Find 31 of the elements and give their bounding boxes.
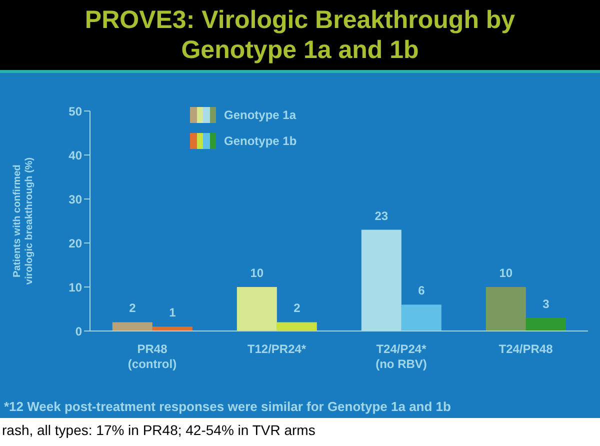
bar: [152, 326, 192, 331]
data-label: 3: [542, 296, 550, 311]
y-axis-title: Patients with confirmed virologic breakthrough (%): [12, 157, 35, 285]
data-label: 10: [499, 266, 513, 280]
bar: [526, 318, 566, 331]
data-label: 2: [294, 301, 301, 316]
y-tick-label: 10: [68, 280, 82, 294]
bar: [486, 287, 526, 331]
x-tick-label: T24/PR48: [498, 342, 554, 356]
data-label: 23: [374, 208, 388, 223]
y-tick-label: 30: [68, 192, 82, 206]
legend-label: Genotype 1a: [224, 108, 296, 122]
bar: [401, 304, 442, 331]
legend-label: Genotype 1b: [224, 134, 297, 148]
data-label: 1: [169, 306, 176, 320]
data-label: 2: [129, 301, 136, 316]
bar: [236, 287, 277, 331]
bar: [276, 322, 317, 331]
y-tick-label: 0: [75, 324, 82, 338]
chart-title: PROVE3: Virologic Breakthrough by Genotype 1a and 1b: [84, 5, 516, 65]
text: *12 Week post-treatment responses were similar for Genotype 1a and 1b: [4, 399, 451, 414]
x-tick-label: T24/P24* (no RBV): [376, 342, 427, 371]
x-tick-label: T12/PR24*: [247, 342, 306, 356]
y-tick-label: 50: [68, 104, 82, 118]
y-tick-label: 20: [68, 236, 82, 250]
x-tick-label: PR48 (control): [128, 342, 177, 371]
data-label: 6: [418, 284, 426, 298]
y-tick-label: 40: [68, 148, 82, 162]
data-label: 10: [250, 266, 264, 280]
text: rash, all types: 17% in PR48; 42-54% in TVR arms: [1, 421, 316, 440]
bar: [112, 322, 152, 331]
